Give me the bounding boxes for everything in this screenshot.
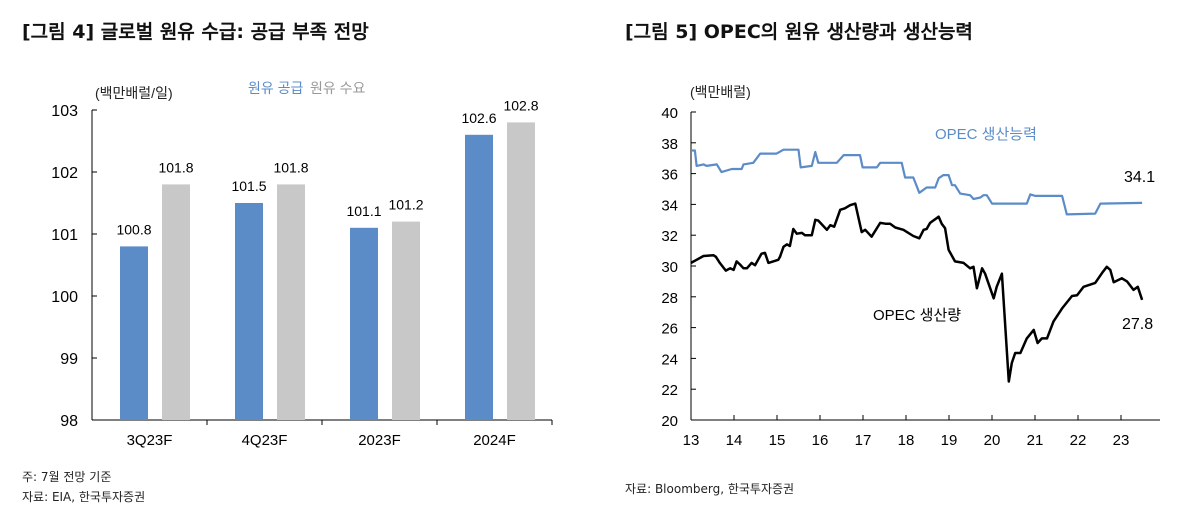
- right-y-tick-label: 36: [661, 167, 678, 184]
- bar-value-label: 102.6: [461, 110, 496, 126]
- left-y-tick-label: 99: [60, 351, 78, 368]
- right-y-tick-label: 32: [661, 228, 678, 245]
- right-y-tick-label: 40: [661, 105, 678, 122]
- capacity-series-label: OPEC 생산능력: [935, 126, 1037, 143]
- right-y-tick-label: 20: [661, 413, 678, 430]
- left-y-tick-label: 98: [60, 413, 78, 430]
- bar-value-label: 101.8: [158, 159, 193, 175]
- legend-demand: 원유 수요: [310, 80, 366, 96]
- right-x-tick-label: 16: [812, 432, 829, 449]
- bar-value-label: 101.5: [231, 178, 266, 194]
- bar-value-label: 101.1: [346, 203, 381, 219]
- bar-supply: [235, 203, 263, 420]
- right-y-tick-label: 28: [661, 290, 678, 307]
- right-y-tick-label: 24: [661, 351, 678, 368]
- right-unit-label: (백만배럴): [690, 84, 751, 100]
- left-chart-title: [그림 4] 글로벌 원유 수급: 공급 부족 전망: [22, 21, 369, 43]
- right-y-tick-label: 38: [661, 136, 678, 153]
- bar-value-label: 101.8: [273, 159, 308, 175]
- right-x-tick-label: 18: [898, 432, 915, 449]
- right-x-tick-label: 14: [726, 432, 743, 449]
- left-y-tick-label: 102: [51, 165, 78, 182]
- right-y-tick-label: 34: [661, 197, 678, 214]
- bar-demand: [507, 122, 535, 421]
- left-x-tick-label: 2024F: [473, 432, 516, 449]
- legend-supply: 원유 공급: [248, 80, 304, 96]
- right-x-tick-label: 23: [1113, 432, 1130, 449]
- right-x-tick-label: 21: [1027, 432, 1044, 449]
- left-y-tick-label: 103: [51, 103, 78, 120]
- left-x-tick-label: 2023F: [358, 432, 401, 449]
- right-x-tick-label: 17: [855, 432, 872, 449]
- left-footnote: 주: 7월 전망 기준: [22, 470, 112, 484]
- right-y-tick-label: 26: [661, 321, 678, 338]
- right-y-tick-label: 22: [661, 382, 678, 399]
- bar-supply: [350, 227, 378, 420]
- right-x-tick-label: 22: [1070, 432, 1087, 449]
- bar-value-label: 102.8: [503, 97, 538, 113]
- left-unit-label: (백만배럴/일): [95, 85, 173, 101]
- opec-production-line: [690, 202, 1144, 383]
- left-x-tick-label: 4Q23F: [242, 432, 288, 449]
- production-series-label: OPEC 생산량: [873, 307, 961, 324]
- left-source: 자료: EIA, 한국투자증권: [22, 490, 146, 504]
- right-x-tick-label: 13: [683, 432, 700, 449]
- bar-demand: [162, 184, 190, 420]
- right-chart-title: [그림 5] OPEC의 원유 생산량과 생산능력: [625, 21, 973, 43]
- left-y-tick-label: 101: [51, 227, 78, 244]
- bar-demand: [392, 221, 420, 420]
- bar-supply: [465, 134, 493, 421]
- left-y-tick-label: 100: [51, 289, 78, 306]
- right-x-tick-label: 19: [941, 432, 958, 449]
- production-end-label: 27.8: [1122, 316, 1153, 333]
- bar-demand: [277, 184, 305, 420]
- right-y-tick-label: 30: [661, 259, 678, 276]
- right-x-tick-label: 20: [984, 432, 1001, 449]
- right-x-tick-label: 15: [769, 432, 786, 449]
- capacity-end-label: 34.1: [1124, 169, 1155, 186]
- opec-capacity-line: [691, 148, 1143, 216]
- left-x-tick-label: 3Q23F: [127, 432, 173, 449]
- bar-value-label: 101.2: [388, 197, 423, 213]
- bar-value-label: 100.8: [116, 221, 151, 237]
- right-source: 자료: Bloomberg, 한국투자증권: [625, 482, 795, 496]
- bar-supply: [120, 246, 148, 420]
